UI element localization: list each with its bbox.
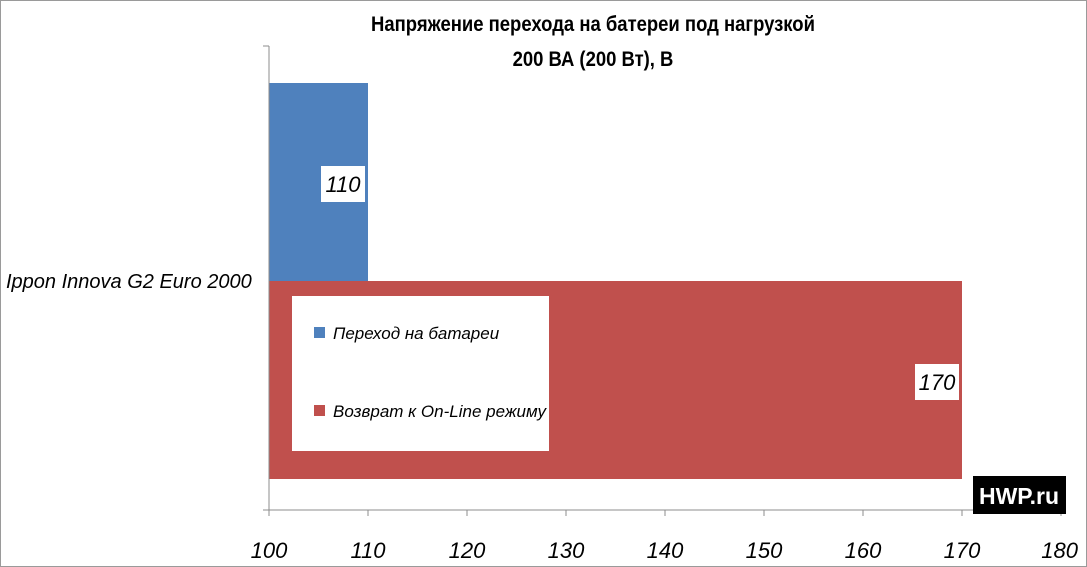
x-tick-label: 180: [1041, 538, 1078, 563]
x-tick-label: 170: [944, 538, 981, 563]
data-label-box: [321, 166, 365, 202]
data-label-switch-to-battery: 110: [325, 172, 361, 197]
category-label: Ippon Innova G2 Euro 2000: [6, 271, 252, 293]
chart-title-line-2: 200 ВА (200 Вт), В: [513, 48, 674, 71]
legend: Переход на батареи Возврат к On-Line режи…: [292, 296, 549, 451]
chart-title-line-1: Напряжение перехода на батереи под нагру…: [371, 13, 815, 36]
watermark-background: [973, 476, 1066, 514]
x-tick-label: 120: [449, 538, 486, 563]
legend-swatch: [314, 405, 325, 416]
hwp-watermark: HWP.ru: [973, 476, 1066, 514]
legend-label: Переход на батареи: [333, 324, 500, 343]
x-tick-label: 110: [350, 538, 386, 563]
x-tick-label: 150: [746, 538, 783, 563]
data-labels-group: 110 170: [321, 166, 959, 400]
x-tick-label: 160: [845, 538, 882, 563]
legend-label: Возврат к On-Line режиму: [333, 402, 547, 421]
legend-swatch: [314, 327, 325, 338]
legend-box: [292, 296, 549, 451]
data-label-return-online: 170: [919, 370, 956, 395]
axes-group: 100 110 120 130 140 150 160 170 180 Ippon Innova …: [6, 45, 1079, 563]
chart-title: Напряжение перехода на батереи под нагру…: [371, 13, 815, 71]
x-tick-label: 100: [251, 538, 288, 563]
x-tick-label: 140: [647, 538, 684, 563]
x-tick-label: 130: [548, 538, 585, 563]
watermark-text: HWP.ru: [979, 483, 1059, 509]
data-label-box: [915, 364, 959, 400]
